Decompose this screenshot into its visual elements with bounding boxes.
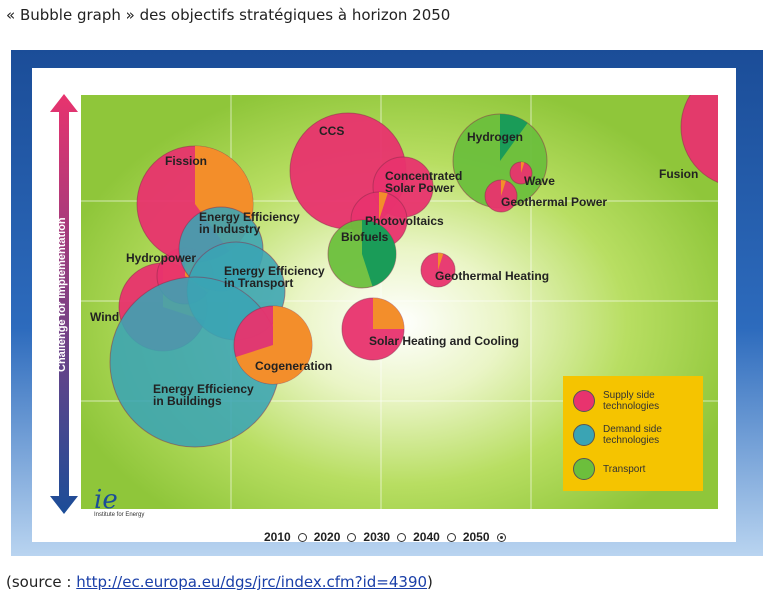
bubble-fusion xyxy=(680,95,718,183)
bubble-label-energy-efficiency-in-industry: Energy Efficiency in Industry xyxy=(199,210,300,236)
figure-frame: Challenge for Implementation Wind Hydropo… xyxy=(11,50,763,556)
bubble-segment xyxy=(235,306,312,384)
year-radio-2030[interactable] xyxy=(397,532,407,542)
y-axis-arrow xyxy=(50,94,78,514)
legend-item-demand: Demand side technologies xyxy=(573,424,683,446)
legend-label-transport: Transport xyxy=(603,463,646,475)
legend: Supply side technologies Demand side tec… xyxy=(563,376,703,491)
bubble-segment xyxy=(379,192,388,220)
year-radio-2020[interactable] xyxy=(347,532,357,542)
bubble-label-wind: Wind xyxy=(90,310,119,324)
bubble-label-fission: Fission xyxy=(165,154,207,168)
bubble-solar-heating-and-cooling xyxy=(341,297,405,361)
bubble-label-solar-heating-and-cooling: Solar Heating and Cooling xyxy=(369,334,519,348)
bubble-label-photovoltaics: Photovoltaics xyxy=(365,214,444,228)
year-2050[interactable]: 2050 xyxy=(462,530,490,544)
bubble-hydrogen xyxy=(452,113,548,209)
institute-logo: ie Institute for Energy xyxy=(94,485,154,528)
legend-item-transport: Transport xyxy=(573,458,683,480)
bubble-geothermal-heating xyxy=(420,252,456,288)
source-line: (source : http://ec.europa.eu/dgs/jrc/in… xyxy=(6,573,433,591)
bubble-label-hydropower: Hydropower xyxy=(126,251,196,265)
chart-panel: Challenge for Implementation Wind Hydropo… xyxy=(32,68,736,544)
year-selector: 2010 2020 2030 2040 2050 xyxy=(260,530,509,544)
year-2010[interactable]: 2010 xyxy=(264,530,291,544)
bubble-circle xyxy=(680,95,718,183)
y-axis-label: Challenge for Implementation xyxy=(56,217,68,372)
bubble-segment xyxy=(521,162,525,173)
bubble-label-geothermal-power: Geothermal Power xyxy=(501,195,607,209)
legend-swatch-demand xyxy=(573,424,595,446)
bubble-segment xyxy=(373,298,404,329)
bubble-label-concentrated-solar-power: Concentrated Solar Power xyxy=(385,169,462,195)
bubble-label-energy-efficiency-in-transport: Energy Efficiency in Transport xyxy=(224,264,325,290)
source-suffix: ) xyxy=(427,573,433,591)
bubble-label-fusion: Fusion xyxy=(659,167,698,181)
year-radio-2050[interactable] xyxy=(496,532,506,542)
legend-item-supply: Supply side technologies xyxy=(573,390,683,412)
figure-caption: « Bubble graph » des objectifs stratégiq… xyxy=(6,6,451,24)
bubble-label-cogeneration: Cogeneration xyxy=(255,359,332,373)
bubble-wave xyxy=(509,161,533,185)
year-2020[interactable]: 2020 xyxy=(313,530,341,544)
bubble-segment xyxy=(438,253,444,270)
bubble-label-hydrogen: Hydrogen xyxy=(467,130,523,144)
source-link[interactable]: http://ec.europa.eu/dgs/jrc/index.cfm?id… xyxy=(76,573,428,591)
bubble-segment xyxy=(362,220,397,287)
bubble-segment xyxy=(501,180,506,196)
logo-text: Institute for Energy xyxy=(94,512,145,518)
legend-swatch-transport xyxy=(573,458,595,480)
bubble-chart: Wind Hydropower Fission Energy Efficiency in… xyxy=(81,95,718,509)
source-prefix: (source : xyxy=(6,573,77,591)
bubble-segment xyxy=(500,114,528,161)
bubble-geothermal-power xyxy=(484,179,518,213)
ie-logo-icon: ie xyxy=(94,485,118,515)
legend-label-supply: Supply side technologies xyxy=(603,390,660,412)
bubble-cogeneration xyxy=(233,305,313,385)
bubble-label-energy-efficiency-in-buildings: Energy Efficiency in Buildings xyxy=(153,382,254,408)
bubble-biofuels xyxy=(327,219,397,289)
year-radio-2010[interactable] xyxy=(297,532,307,542)
year-radio-2040[interactable] xyxy=(446,532,456,542)
legend-swatch-supply xyxy=(573,390,595,412)
legend-label-demand: Demand side technologies xyxy=(603,424,662,446)
bubble-label-biofuels: Biofuels xyxy=(341,230,389,244)
bubble-label-ccs: CCS xyxy=(319,124,344,138)
bubble-label-geothermal-heating: Geothermal Heating xyxy=(435,269,549,283)
year-2040[interactable]: 2040 xyxy=(413,530,440,544)
year-2030[interactable]: 2030 xyxy=(363,530,391,544)
bubble-label-wave: Wave xyxy=(524,174,555,188)
